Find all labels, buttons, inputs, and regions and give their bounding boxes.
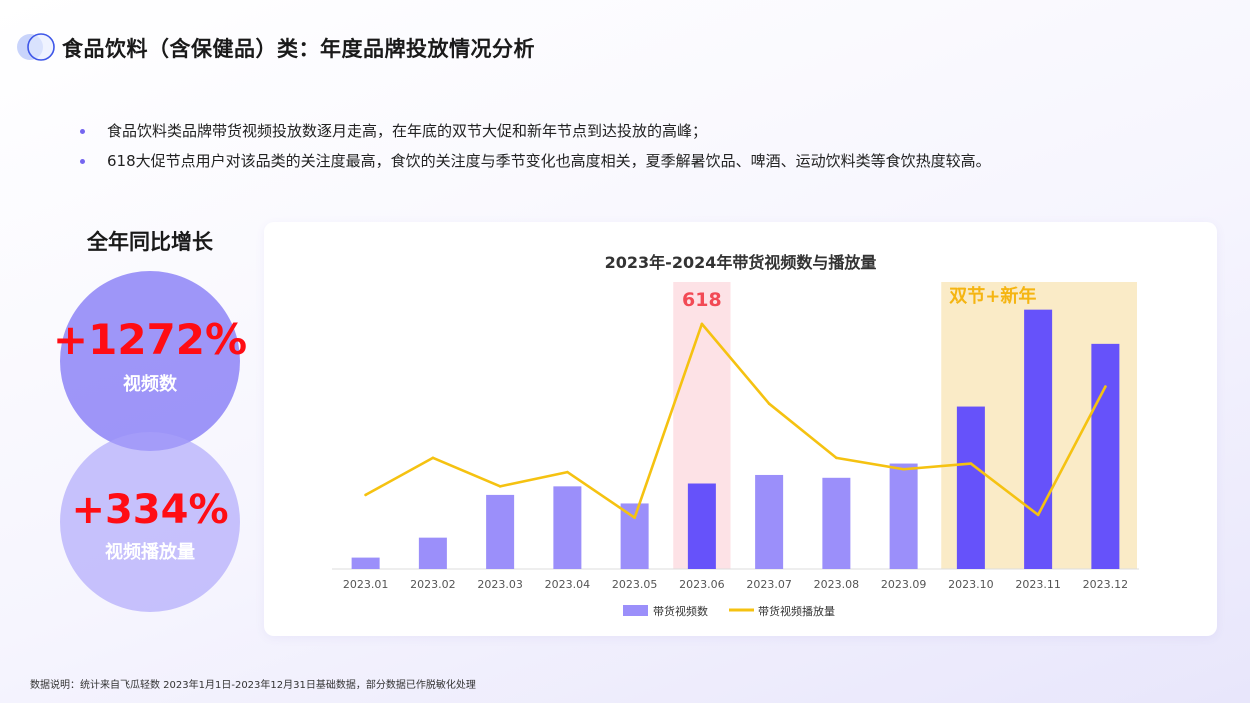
bar [687, 483, 716, 569]
line-point [1104, 385, 1107, 388]
legend-swatch-bar [623, 605, 648, 616]
insight-item: 食品饮料类品牌带货视频投放数逐月走高，在年底的双节大促和新年节点到达投放的高峰； [78, 116, 991, 146]
bar [486, 494, 515, 569]
legend-label: 带货视频播放量 [758, 604, 835, 618]
growth-title: 全年同比增长 [87, 230, 213, 254]
x-tick-label: 2023.07 [746, 578, 792, 591]
line-point [969, 462, 973, 465]
x-tick-label: 2023.03 [477, 578, 523, 591]
video-count-growth-value: +1272% [52, 315, 248, 364]
series-line [364, 322, 1107, 520]
bar [553, 486, 582, 569]
x-tick-label: 2023.02 [410, 578, 456, 591]
line-point [431, 456, 435, 460]
bar [956, 406, 985, 569]
x-tick-label: 2023.04 [545, 578, 591, 591]
line-point [498, 485, 502, 488]
bar [351, 557, 380, 569]
legend-label: 带货视频数 [653, 604, 708, 618]
insight-item: 618大促节点用户对该品类的关注度最高，食饮的关注度与季节变化也高度相关，夏季解… [78, 146, 991, 176]
header-circles-icon [15, 32, 57, 62]
x-tick-label: 2023.12 [1083, 578, 1129, 591]
bar [1091, 343, 1120, 569]
chart-title: 2023年-2024年带货视频数与播放量 [605, 253, 877, 272]
line-point [566, 470, 569, 474]
chart-card: 2023年-2024年带货视频数与播放量 618 双节+新年 2023.01 2023.… [264, 222, 1217, 636]
line-point [364, 493, 367, 497]
play-count-growth-circle: +334% 视频播放量 [60, 432, 240, 612]
annotation-label: 618 [682, 289, 722, 311]
line-point [700, 322, 704, 326]
line-point [633, 516, 636, 519]
x-tick-label: 2023.06 [679, 578, 725, 591]
bar [822, 477, 851, 569]
play-count-growth-value: +334% [71, 487, 229, 533]
line-point [835, 456, 838, 460]
video-count-growth-label: 视频数 [123, 374, 177, 395]
line-point [767, 402, 771, 405]
bar [755, 474, 784, 569]
data-footnote: 数据说明：统计来自飞瓜轻数 2023年1月1日-2023年12月31日基础数据，… [30, 680, 476, 691]
annotation-label: 双节+新年 [949, 285, 1036, 307]
bar [418, 537, 447, 569]
bar [1024, 309, 1053, 569]
video-count-growth-circle: +1272% 视频数 [53, 271, 247, 451]
line-point [902, 467, 905, 471]
x-tick-label: 2023.09 [881, 578, 927, 591]
combo-chart: 2023年-2024年带货视频数与播放量 618 双节+新年 2023.01 2023.… [332, 253, 1139, 618]
bar [620, 503, 649, 569]
x-tick-label: 2023.05 [612, 578, 658, 591]
bar [889, 463, 918, 569]
x-tick-label: 2023.11 [1015, 578, 1061, 591]
insight-list: 食品饮料类品牌带货视频投放数逐月走高，在年底的双节大促和新年节点到达投放的高峰；… [78, 116, 991, 176]
page-title: 食品饮料（含保健品）类：年度品牌投放情况分析 [62, 37, 535, 61]
x-tick-label: 2023.01 [343, 578, 389, 591]
play-count-growth-label: 视频播放量 [105, 542, 195, 563]
line-point [1036, 513, 1040, 517]
x-tick-label: 2023.10 [948, 578, 994, 591]
x-tick-label: 2023.08 [814, 578, 860, 591]
